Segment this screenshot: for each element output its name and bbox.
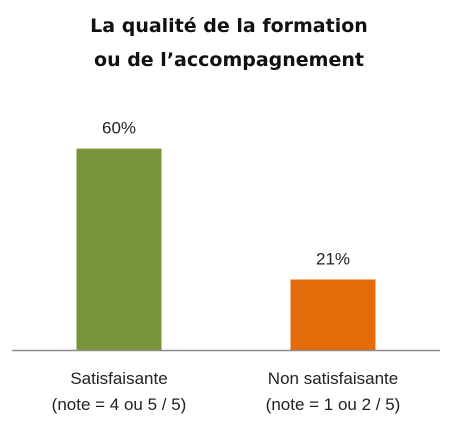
category-label-2-line-2: (note = 1 ou 2 / 5) bbox=[266, 395, 401, 414]
plot-area: 60% Satisfaisante (note = 4 ou 5 / 5) 21% No… bbox=[12, 119, 440, 414]
chart-title-line-2: ou de l’accompagnement bbox=[94, 49, 364, 71]
category-label-1-line-1: Satisfaisante bbox=[70, 369, 167, 388]
category-label-1-line-2: (note = 4 ou 5 / 5) bbox=[52, 395, 187, 414]
chart-title-line-1: La qualité de la formation bbox=[90, 15, 368, 37]
data-label-2: 21% bbox=[316, 250, 350, 269]
bar-1 bbox=[76, 148, 162, 350]
category-label-2-line-1: Non satisfaisante bbox=[268, 369, 398, 388]
data-label-1: 60% bbox=[102, 119, 136, 138]
bar-2 bbox=[290, 279, 376, 350]
